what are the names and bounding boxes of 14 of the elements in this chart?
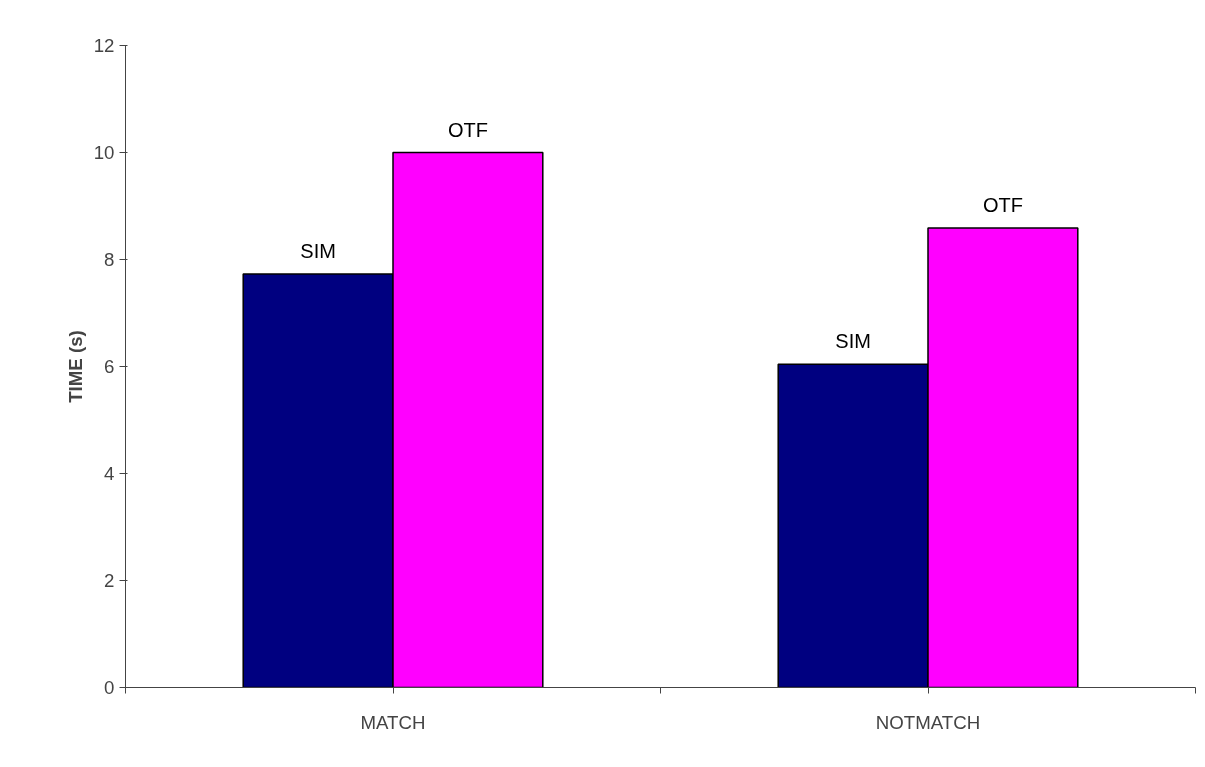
x-tick-label: MATCH <box>360 711 426 733</box>
text: OTF <box>982 193 1023 216</box>
series-label: OTF <box>447 118 488 141</box>
y-tick-label: 2 <box>104 570 115 591</box>
y-tick-label: 12 <box>93 35 115 56</box>
y-tick-label: 4 <box>104 463 115 484</box>
y-tick-label: 8 <box>104 249 115 270</box>
y-tick-label: 0 <box>104 677 115 698</box>
y-tick-label: 10 <box>93 142 115 163</box>
x-tick-label: NOTMATCH <box>875 711 981 733</box>
text: SIM <box>835 330 871 353</box>
y-tick-label: 6 <box>104 356 115 377</box>
series-label: SIM <box>300 239 336 262</box>
y-axis-title: TIME (s) <box>64 330 86 403</box>
